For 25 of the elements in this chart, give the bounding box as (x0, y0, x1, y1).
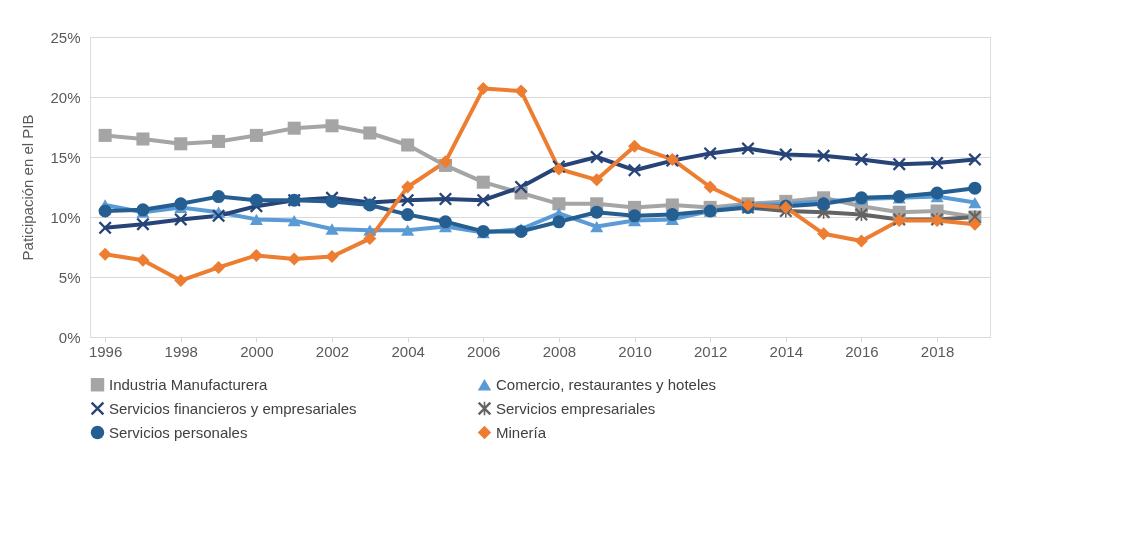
x-tick-label: 2014 (769, 342, 803, 360)
y-tick-label: 20% (50, 88, 81, 106)
x-tick-label: 2006 (467, 342, 501, 360)
legend-label: Minería (496, 423, 547, 441)
y-tick-label: 0% (58, 328, 81, 346)
legend-label: Servicios empresariales (496, 399, 656, 417)
legend-label: Comercio, restaurantes y hoteles (496, 375, 717, 393)
y-tick-label: 25% (50, 28, 81, 46)
x-tick-label: 1998 (164, 342, 198, 360)
x-tick-label: 2010 (618, 342, 652, 360)
x-tick-label: 2004 (391, 342, 425, 360)
y-tick-label: 15% (50, 148, 81, 166)
x-tick-label: 2016 (845, 342, 879, 360)
x-tick-label: 1996 (88, 342, 123, 360)
legend-label: Servicios financieros y empresariales (109, 399, 357, 417)
x-tick-label: 2002 (315, 342, 350, 360)
y-tick-label: 5% (58, 268, 81, 286)
legend-label: Servicios personales (109, 423, 248, 441)
y-tick-label: 10% (50, 208, 81, 226)
y-axis-title: Paticipación en el PIB (19, 114, 37, 261)
x-tick-label: 2000 (240, 342, 274, 360)
x-tick-label: 2018 (920, 342, 955, 360)
x-tick-label: 2012 (693, 342, 728, 360)
legend-label: Industria Manufacturera (109, 375, 269, 393)
x-tick-label: 2008 (542, 342, 577, 360)
